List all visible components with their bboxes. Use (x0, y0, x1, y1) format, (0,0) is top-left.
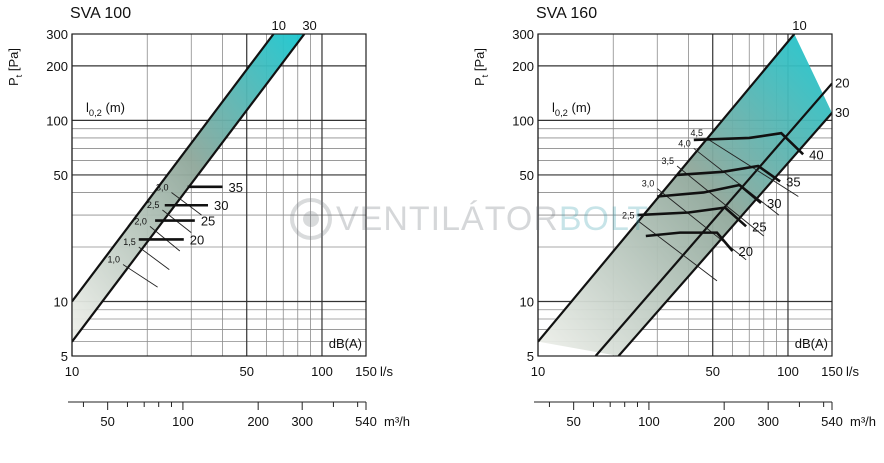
x2-tick-label: 100 (172, 414, 194, 429)
throw-label: 3,5 (662, 156, 675, 166)
boundary-label: 20 (835, 75, 849, 90)
y-tick-label: 100 (46, 113, 68, 128)
y-tick-label: 10 (54, 294, 68, 309)
x2-tick-label: 200 (713, 414, 735, 429)
boundary-line-20 (594, 82, 832, 356)
boundary-label: 10 (272, 18, 286, 33)
sound-label: 20 (739, 244, 753, 259)
throw-line-2,5 (637, 220, 718, 282)
throw-label: 2,5 (147, 200, 160, 210)
boundary-label: 10 (792, 18, 806, 33)
throw-line-3,5 (676, 165, 765, 237)
x-axis-label: l/s (846, 364, 860, 379)
x2-axis-label: m³/h (850, 414, 876, 429)
x-tick-label: 150 (355, 364, 377, 379)
y-tick-label: 10 (520, 294, 534, 309)
throw-label: 3,0 (642, 179, 655, 189)
sound-label: 30 (767, 196, 781, 211)
throw-label: 2,5 (622, 211, 635, 221)
x2-tick-label: 100 (638, 414, 660, 429)
x2-tick-label: 300 (291, 414, 313, 429)
throw-label: 2,0 (134, 216, 147, 226)
boundary-line-10 (538, 34, 796, 343)
throw-line-1,5 (138, 246, 170, 270)
sound-label: 40 (809, 147, 823, 162)
throw-label: 1,5 (123, 237, 136, 247)
y-tick-label: 200 (46, 59, 68, 74)
dba-label: dB(A) (329, 336, 362, 351)
y-tick-label: 200 (512, 59, 534, 74)
throw-line-4,0 (693, 148, 780, 216)
sound-line-20 (645, 231, 734, 252)
x-tick-label: 10 (65, 364, 79, 379)
sound-line-25 (637, 206, 747, 228)
y-axis-label: Pt [Pa] (6, 48, 24, 86)
y-tick-label: 50 (520, 168, 534, 183)
boundary-label: 30 (302, 18, 316, 33)
y-tick-label: 100 (512, 113, 534, 128)
x2-tick-label: 50 (566, 414, 580, 429)
x-tick-label: 100 (777, 364, 799, 379)
x2-tick-label: 540 (355, 414, 377, 429)
throw-label: 4,5 (690, 128, 703, 138)
chart-title: SVA 100 (70, 5, 131, 22)
y-tick-label: 300 (512, 27, 534, 42)
sound-line-30 (657, 183, 762, 204)
throw-label: 4,0 (678, 138, 691, 148)
plot-area (538, 34, 832, 356)
x-tick-label: 50 (239, 364, 253, 379)
x2-tick-label: 540 (821, 414, 843, 429)
throw-legend-label: l0,2 (m) (552, 100, 591, 118)
y-tick-label: 300 (46, 27, 68, 42)
sound-label: 35 (229, 180, 243, 195)
x2-tick-label: 300 (757, 414, 779, 429)
sound-label: 35 (786, 174, 800, 189)
x2-tick-label: 200 (247, 414, 269, 429)
x-tick-label: 10 (531, 364, 545, 379)
x-axis-label: l/s (380, 364, 394, 379)
x2-tick-label: 50 (100, 414, 114, 429)
y-tick-label: 5 (61, 349, 68, 364)
throw-line-1,0 (122, 264, 158, 288)
x2-axis-label: m³/h (384, 414, 410, 429)
sound-line-40 (693, 131, 805, 156)
boundary-line-10 (72, 34, 275, 303)
throw-label: 3,0 (156, 182, 169, 192)
plot-frame (71, 33, 367, 357)
throw-line-3,0 (171, 192, 202, 216)
x-tick-label: 150 (821, 364, 843, 379)
sound-line-35 (676, 164, 781, 183)
chart-title: SVA 160 (536, 5, 597, 22)
sound-label: 25 (201, 214, 215, 229)
x-tick-label: 50 (705, 364, 719, 379)
throw-label: 1,0 (108, 255, 121, 265)
y-tick-label: 5 (527, 349, 534, 364)
sound-label: 25 (752, 219, 766, 234)
y-tick-label: 50 (54, 168, 68, 183)
sound-label: 20 (190, 232, 204, 247)
x-tick-label: 100 (311, 364, 333, 379)
y-axis-label: Pt [Pa] (472, 48, 490, 86)
throw-legend-label: l0,2 (m) (86, 100, 125, 118)
dba-label: dB(A) (795, 336, 828, 351)
boundary-label: 30 (835, 105, 849, 120)
boundary-line-30 (617, 112, 832, 356)
plot-area (72, 34, 306, 343)
sound-label: 30 (214, 198, 228, 213)
plot-frame (537, 33, 833, 357)
